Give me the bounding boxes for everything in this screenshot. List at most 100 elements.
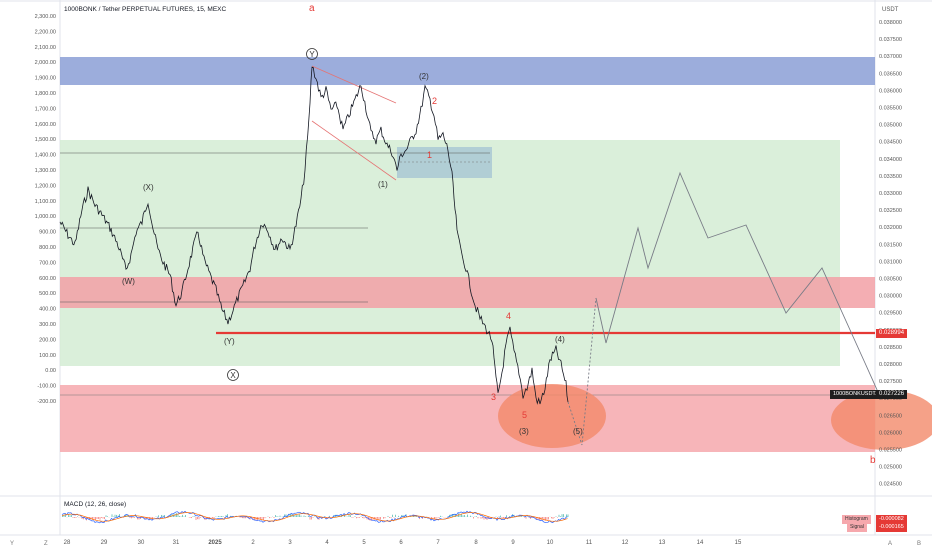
macd-histogram-bar xyxy=(475,516,476,517)
left-axis-label: 1,700.00 xyxy=(35,106,56,112)
macd-histogram-bar xyxy=(77,516,78,517)
macd-histogram-bar xyxy=(560,516,561,517)
macd-histogram-bar xyxy=(115,515,116,517)
signal-label: Signal xyxy=(847,523,867,532)
left-axis-label: 1,000.00 xyxy=(35,214,56,220)
macd-histogram-bar xyxy=(362,517,363,518)
macd-histogram-bar xyxy=(559,515,560,517)
macd-histogram-bar xyxy=(313,517,314,518)
macd-histogram-bar xyxy=(566,514,567,517)
left-axis-label: 2,300.00 xyxy=(35,14,56,20)
left-axis-label: 0.00 xyxy=(45,368,56,374)
macd-histogram-bar xyxy=(551,517,552,518)
macd-histogram-bar xyxy=(94,517,95,519)
macd-histogram-bar xyxy=(190,517,191,518)
macd-histogram-bar xyxy=(557,517,558,518)
macd-histogram-bar xyxy=(181,516,182,517)
macd-histogram-bar xyxy=(436,517,437,518)
macd-histogram-bar xyxy=(370,517,371,521)
left-axis-label: 700.00 xyxy=(39,260,56,266)
macd-histogram-bar xyxy=(394,517,395,518)
control-icon-left2[interactable]: Z xyxy=(44,541,48,547)
wave-X-circle-label: X xyxy=(230,371,236,380)
target-box xyxy=(397,147,492,178)
wave-label-W: (W) xyxy=(122,277,135,286)
time-axis-label: 28 xyxy=(64,540,71,546)
macd-histogram-bar xyxy=(487,517,488,520)
right-axis-label: 0.032500 xyxy=(879,208,902,214)
right-axis-label: 0.035000 xyxy=(879,123,902,129)
time-axis-label: 2025 xyxy=(208,540,222,546)
macd-histogram-bar xyxy=(97,517,98,519)
macd-histogram-bar xyxy=(223,516,224,517)
macd-histogram-bar xyxy=(548,517,549,519)
macd-histogram-bar xyxy=(305,516,306,517)
right-axis-label: 0.031500 xyxy=(879,242,902,248)
left-axis-label: -100.00 xyxy=(37,384,56,390)
macd-histogram-bar xyxy=(359,517,360,518)
macd-histogram-bar xyxy=(542,517,543,519)
macd-histogram-bar xyxy=(98,517,99,519)
macd-histogram-bar xyxy=(361,516,362,517)
macd-histogram-bar xyxy=(482,517,483,518)
macd-histogram-bar xyxy=(73,517,74,518)
macd-histogram-bar xyxy=(101,517,102,518)
control-icon-right[interactable]: A xyxy=(888,541,892,547)
macd-histogram-bar xyxy=(299,515,300,517)
symbol-title: 1000BONK / Tether PERPETUAL FUTURES, 15,… xyxy=(64,6,227,13)
left-axis-label: 1,100.00 xyxy=(35,199,56,205)
macd-histogram-bar xyxy=(464,515,465,517)
left-axis-label: 1,900.00 xyxy=(35,76,56,82)
macd-histogram-bar xyxy=(274,517,275,518)
macd-histogram-bar xyxy=(70,515,71,517)
wave-label-Y: (Y) xyxy=(224,337,235,346)
macd-histogram-bar xyxy=(62,516,63,517)
right-axis-label: 0.038000 xyxy=(879,20,902,26)
left-axis-label: 2,000.00 xyxy=(35,60,56,66)
left-axis-label: 1,400.00 xyxy=(35,153,56,159)
macd-histogram-bar xyxy=(221,516,222,517)
right-axis-label: 0.025000 xyxy=(879,465,902,471)
wave-label-5: (5) xyxy=(573,427,583,436)
macd-histogram-bar xyxy=(106,515,107,517)
wave-label-X: (X) xyxy=(143,183,154,192)
macd-histogram-bar xyxy=(185,515,186,517)
macd-histogram-bar xyxy=(262,517,263,519)
wave-label-red-5: 5 xyxy=(522,410,527,420)
right-axis-label: 0.028000 xyxy=(879,362,902,368)
macd-histogram-bar xyxy=(502,517,503,518)
macd-histogram-bar xyxy=(200,517,201,518)
right-axis-label: 0.032000 xyxy=(879,225,902,231)
macd-histogram-bar xyxy=(547,517,548,520)
macd-histogram-bar xyxy=(269,517,270,518)
macd-histogram-bar xyxy=(568,514,569,517)
macd-histogram-bar xyxy=(389,517,390,518)
macd-histogram-bar xyxy=(310,517,311,520)
macd-histogram-bar xyxy=(526,517,527,519)
macd-histogram-bar xyxy=(293,516,294,517)
control-icon-left[interactable]: Y xyxy=(10,541,14,547)
time-axis-label: 30 xyxy=(138,540,145,546)
wave-Y-top: Y xyxy=(309,50,315,59)
macd-histogram-bar xyxy=(439,517,440,518)
macd-histogram-bar xyxy=(107,516,108,517)
right-axis-label: 0.029500 xyxy=(879,311,902,317)
macd-histogram-bar xyxy=(563,514,564,517)
time-axis-label: 11 xyxy=(586,540,593,546)
right-axis-label: 0.024500 xyxy=(879,482,902,488)
control-icon-right2[interactable]: B xyxy=(917,541,921,547)
macd-histogram-bar xyxy=(499,516,500,517)
macd-histogram-bar xyxy=(524,517,525,518)
macd-histogram-bar xyxy=(71,515,72,517)
macd-histogram-bar xyxy=(131,517,132,518)
macd-histogram-bar xyxy=(527,516,528,517)
macd-histogram-bar xyxy=(74,517,75,518)
macd-histogram-bar xyxy=(176,513,177,517)
macd-histogram-bar xyxy=(103,517,104,519)
macd-histogram-bar xyxy=(283,516,284,517)
macd-histogram-bar xyxy=(275,515,276,517)
left-axis-label: 1,200.00 xyxy=(35,183,56,189)
right-axis-label: 0.025500 xyxy=(879,448,902,454)
